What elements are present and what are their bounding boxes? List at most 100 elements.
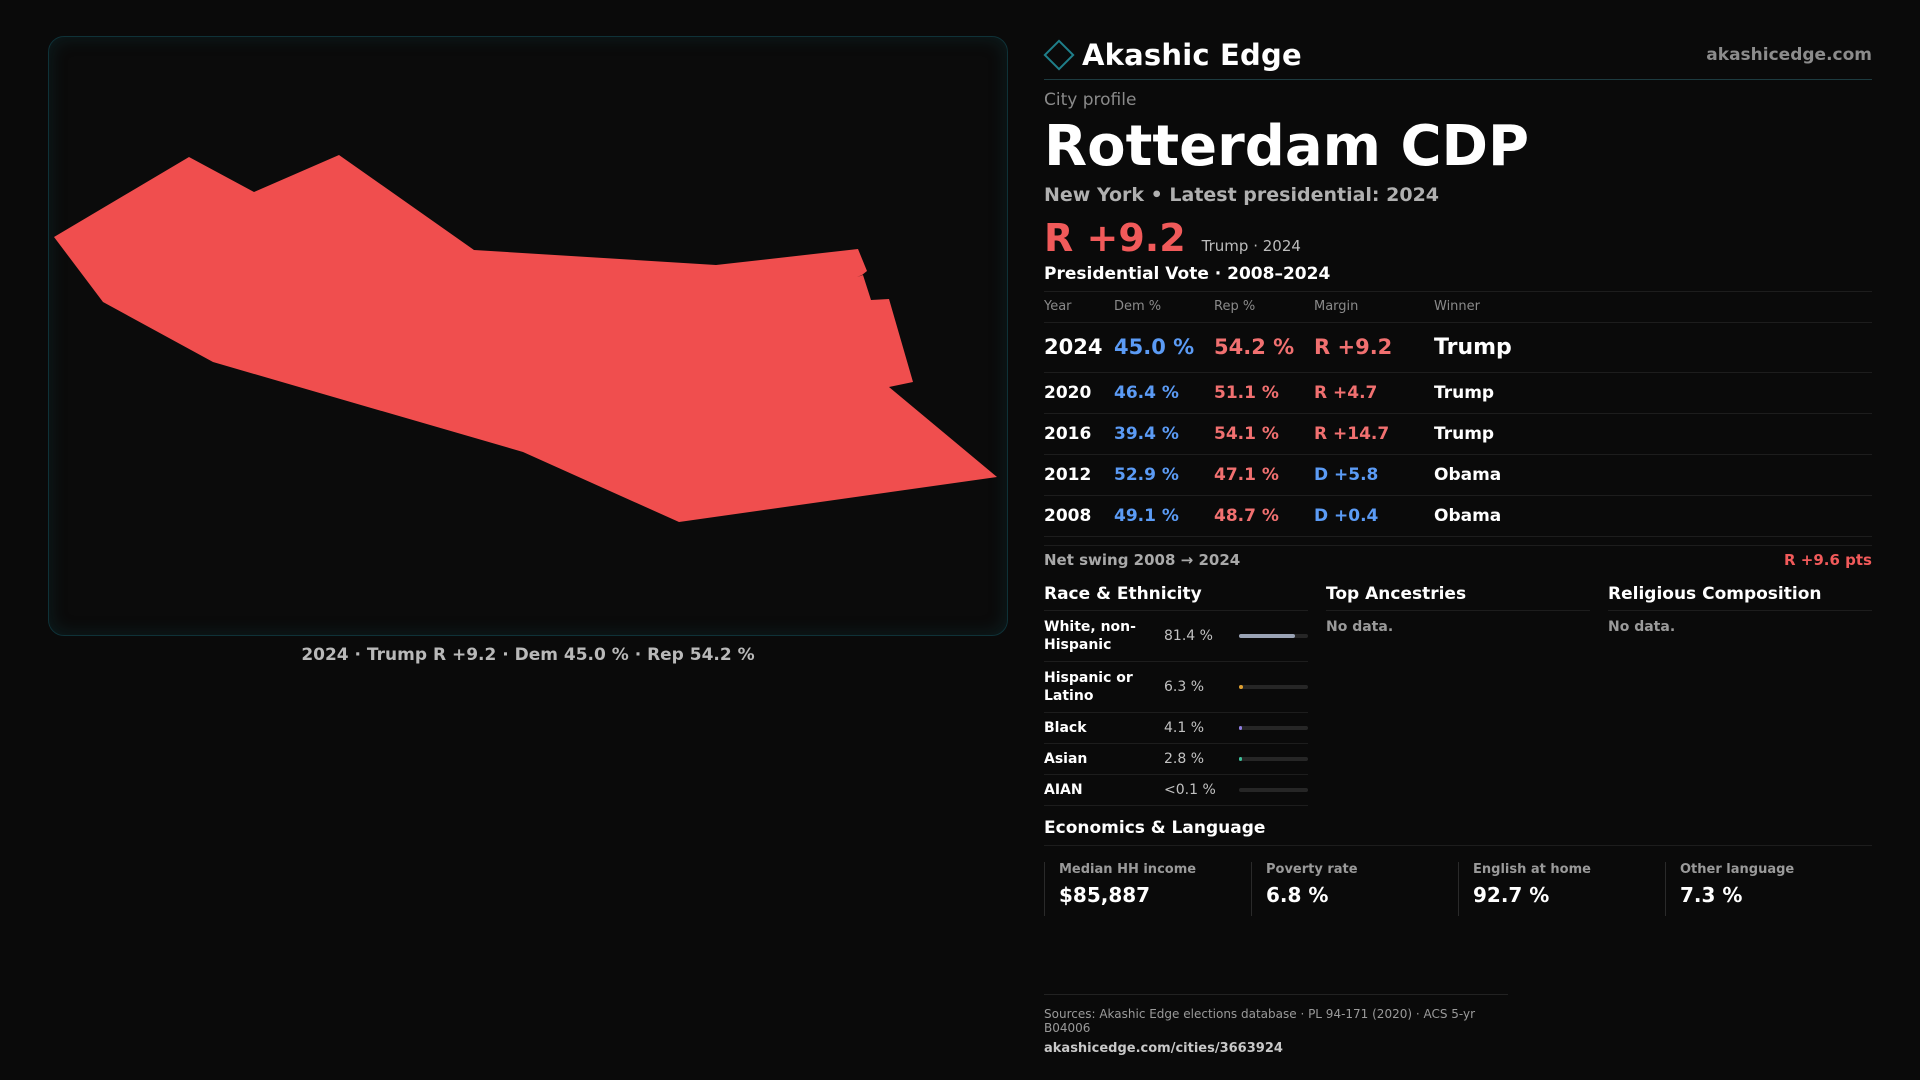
cell-rep: 54.1 % [1214,413,1314,455]
cell-margin: R +9.2 [1314,322,1434,373]
race-value: 2.8 % [1164,750,1205,767]
diamond-icon [1043,38,1075,71]
cell-winner: Obama [1434,495,1872,537]
col-winner: Winner [1434,292,1872,323]
race-bar-fill [1239,725,1242,730]
col-margin: Margin [1314,292,1434,323]
demographics-row: Race & Ethnicity White, non-Hispanic 81.… [1044,579,1872,806]
table-row: 2020 46.4 % 51.1 % R +4.7 Trump [1044,372,1872,414]
sources-footer: Sources: Akashic Edge elections database… [1044,994,1508,1056]
econ-label: Other language [1680,861,1795,877]
map-svg[interactable] [49,37,1008,636]
race-bar-fill [1239,684,1244,689]
map-caption: 2024 · Trump R +9.2 · Dem 45.0 % · Rep 5… [301,645,755,665]
econ-cell-other-language: Other language 7.3 % [1665,861,1872,916]
sources-url-link[interactable]: akashicedge.com/cities/3663924 [1044,1041,1283,1056]
race-name: Black [1044,719,1087,736]
race-bar-fill [1239,756,1242,761]
race-bar-fill [1239,633,1296,638]
brand[interactable]: Akashic Edge [1043,37,1302,72]
race-bar [1239,787,1308,792]
race-value: 4.1 % [1164,719,1205,736]
race-row: White, non-Hispanic 81.4 % [1044,611,1308,662]
headline-margin: R +9.2 Trump · 2024 [1044,216,1872,260]
econ-label: Poverty rate [1266,861,1358,877]
swing-value: R +9.6 pts [1784,551,1872,569]
cell-margin: R +4.7 [1314,372,1434,414]
econ-cell-poverty: Poverty rate 6.8 % [1251,861,1458,916]
vote-table: Year Dem % Rep % Margin Winner 2024 45.0… [1044,292,1872,537]
econ-value: 7.3 % [1680,882,1743,907]
race-row: Hispanic or Latino 6.3 % [1044,662,1308,713]
swing-label: Net swing 2008 → 2024 [1044,551,1241,569]
cell-rep: 48.7 % [1214,495,1314,537]
cell-winner: Trump [1434,372,1872,414]
race-bar [1239,684,1308,689]
cell-rep: 51.1 % [1214,372,1314,414]
cell-dem: 39.4 % [1114,413,1214,455]
page-subline: New York • Latest presidential: 2024 [1044,184,1440,206]
religion-title: Religious Composition [1608,579,1872,611]
net-swing: Net swing 2008 → 2024 R +9.6 pts [1044,544,1872,575]
race-title: Race & Ethnicity [1044,579,1308,611]
econ-value: 92.7 % [1473,882,1550,907]
race-value: 81.4 % [1164,627,1213,644]
margin-note: Trump · 2024 [1201,237,1301,255]
vote-section-title: Presidential Vote · 2008–2024 [1044,264,1872,292]
race-name: Asian [1044,750,1088,767]
race-name: Hispanic or Latino [1044,669,1133,704]
econ-value: 6.8 % [1266,882,1329,907]
cell-margin: R +14.7 [1314,413,1434,455]
cell-year: 2008 [1044,495,1114,537]
profile-panel: Akashic Edge akashicedge.com City profil… [1043,30,1872,916]
cell-dem: 46.4 % [1114,372,1214,414]
ancestries-title: Top Ancestries [1326,579,1590,611]
cell-winner: Obama [1434,454,1872,496]
map-frame[interactable] [48,36,1008,636]
cell-dem: 45.0 % [1114,322,1214,373]
cell-winner: Trump [1434,413,1872,455]
cell-dem: 49.1 % [1114,495,1214,537]
race-section: Race & Ethnicity White, non-Hispanic 81.… [1044,579,1308,806]
table-row: 2012 52.9 % 47.1 % D +5.8 Obama [1044,454,1872,496]
cell-dem: 52.9 % [1114,454,1214,496]
table-row: 2016 39.4 % 54.1 % R +14.7 Trump [1044,413,1872,455]
col-dem: Dem % [1114,292,1214,323]
race-row: AIAN <0.1 % [1044,775,1308,806]
econ-cell-english: English at home 92.7 % [1458,861,1665,916]
cell-year: 2012 [1044,454,1114,496]
race-bar [1239,725,1308,730]
race-row: Black 4.1 % [1044,713,1308,744]
race-bar [1239,756,1308,761]
race-value: 6.3 % [1164,678,1205,695]
econ-cell-income: Median HH income $85,887 [1044,861,1251,916]
table-row: 2008 49.1 % 48.7 % D +0.4 Obama [1044,495,1872,537]
sources-line: Sources: Akashic Edge elections database… [1044,1007,1476,1035]
cell-winner: Trump [1434,322,1872,373]
cell-year: 2020 [1044,372,1114,414]
religion-empty: No data. [1608,618,1676,635]
religion-section: Religious Composition No data. [1608,579,1872,806]
vote-table-header: Year Dem % Rep % Margin Winner [1044,292,1872,323]
brand-name: Akashic Edge [1082,37,1302,72]
race-name: White, non-Hispanic [1044,618,1136,653]
cell-rep: 54.2 % [1214,322,1314,373]
economics-grid: Median HH income $85,887 Poverty rate 6.… [1044,861,1872,916]
econ-value: $85,887 [1059,882,1151,907]
city-boundary-shape[interactable] [54,155,997,522]
col-rep: Rep % [1214,292,1314,323]
cell-year: 2016 [1044,413,1114,455]
economics-title: Economics & Language [1044,812,1872,846]
margin-value: R +9.2 [1044,216,1186,260]
table-row: 2024 45.0 % 54.2 % R +9.2 Trump [1044,322,1872,373]
page-eyebrow: City profile [1044,90,1137,110]
race-name: AIAN [1044,781,1083,798]
page-title: Rotterdam CDP [1044,114,1530,179]
race-row: Asian 2.8 % [1044,744,1308,775]
brand-site-link[interactable]: akashicedge.com [1706,44,1872,65]
cell-margin: D +0.4 [1314,495,1434,537]
ancestries-section: Top Ancestries No data. [1326,579,1590,806]
cell-year: 2024 [1044,322,1114,373]
econ-label: Median HH income [1059,861,1197,877]
cell-margin: D +5.8 [1314,454,1434,496]
